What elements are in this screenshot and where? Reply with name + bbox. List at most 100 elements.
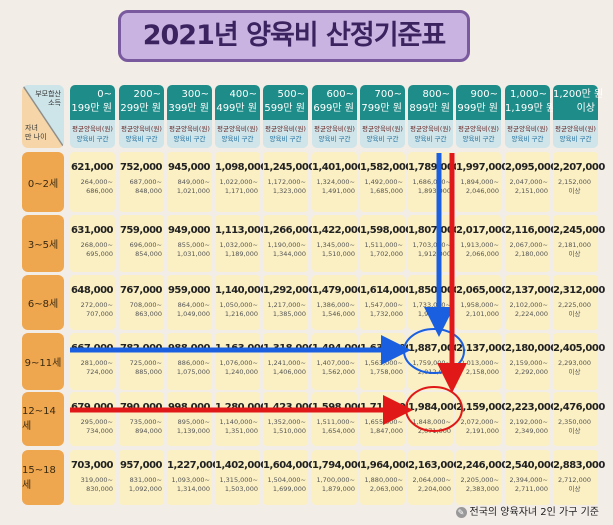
- column-subheader: 평균양육비(원) 양육비 구간: [263, 120, 308, 148]
- range-max: 이상: [568, 250, 581, 258]
- average-cost: 2,017,000: [456, 225, 508, 236]
- column-header: 400~ 499만 원: [215, 85, 260, 120]
- range-min: 1,172,000~: [267, 178, 306, 186]
- average-cost: 1,789,000: [408, 162, 460, 173]
- table-cell: 2,223,000 2,192,000~ 2,349,000: [505, 392, 557, 446]
- range-max: 2,711,000: [514, 485, 548, 493]
- average-cost: 1,422,000: [312, 225, 364, 236]
- range-min: 849,000~: [177, 178, 210, 186]
- cost-range: 1,511,000~ 1,702,000: [360, 241, 403, 259]
- range-max: 2,151,000: [514, 187, 548, 195]
- range-min: 1,032,000~: [219, 241, 258, 249]
- average-cost: 2,159,000: [456, 402, 508, 413]
- table-cell: 752,000 687,000~ 848,000: [119, 152, 164, 212]
- average-cost: 1,997,000: [456, 162, 508, 173]
- red-highlight-circle: [405, 386, 463, 432]
- cost-range: 2,152,000 이상: [553, 178, 596, 196]
- average-cost: 1,479,000: [312, 285, 364, 296]
- cost-range: 319,000~ 830,000: [70, 476, 113, 494]
- column-subheader: 평균양육비(원) 양육비 구간: [408, 120, 453, 148]
- table-cell: 767,000 708,000~ 863,000: [119, 275, 164, 330]
- range-max: 1,092,000: [128, 485, 162, 493]
- table-cell: 949,000 855,000~ 1,031,000: [167, 215, 212, 272]
- cost-range: 1,032,000~ 1,189,000: [215, 241, 258, 259]
- column-subheader: 평균양육비(원) 양육비 구간: [167, 120, 212, 148]
- table-cell: 2,017,000 1,913,000~ 2,066,000: [456, 215, 508, 272]
- avg-cost-label: 평균양육비(원): [458, 125, 499, 133]
- cost-range: 2,205,000~ 2,383,000: [456, 476, 499, 494]
- range-max: 2,383,000: [465, 485, 499, 493]
- range-min: 696,000~: [129, 241, 162, 249]
- range-max: 2,046,000: [465, 187, 499, 195]
- cost-range: 1,894,000~ 2,046,000: [456, 178, 499, 196]
- average-cost: 945,000: [167, 162, 211, 173]
- cost-range: 2,072,000~ 2,191,000: [456, 418, 499, 436]
- range-max: 1,344,000: [272, 250, 306, 258]
- cost-range: 1,315,000~ 1,503,000: [215, 476, 258, 494]
- cost-range-label: 양육비 구간: [366, 135, 399, 143]
- average-cost: 621,000: [70, 162, 114, 173]
- column-subheader: 평균양육비(원) 양육비 구간: [70, 120, 115, 148]
- range-min: 895,000~: [177, 418, 210, 426]
- table-cell: 1,422,000 1,345,000~ 1,510,000: [312, 215, 364, 272]
- cost-range: 687,000~ 848,000: [119, 178, 162, 196]
- table-cell: 2,540,000 2,394,000~ 2,711,000: [505, 450, 557, 505]
- table-cell: 1,789,000 1,686,000~ 1,893,000: [408, 152, 460, 212]
- table-cell: 1,098,000 1,022,000~ 1,171,000: [215, 152, 267, 212]
- table-cell: 2,405,000 2,293,000 이상: [553, 333, 605, 390]
- cost-range: 708,000~ 863,000: [119, 301, 162, 319]
- table-cell: 1,402,000 1,315,000~ 1,503,000: [215, 450, 267, 505]
- range-min: 725,000~: [129, 359, 162, 367]
- column-subheader: 평균양육비(원) 양육비 구간: [456, 120, 501, 148]
- table-cell: 2,095,000 2,047,000~ 2,151,000: [505, 152, 557, 212]
- cost-range: 1,511,000~ 1,654,000: [312, 418, 355, 436]
- average-cost: 1,850,000: [408, 285, 460, 296]
- range-max: 1,685,000: [369, 187, 403, 195]
- column-header: 200~ 299만 원: [119, 85, 164, 120]
- table-cell: 1,479,000 1,386,000~ 1,546,000: [312, 275, 364, 330]
- range-max: 1,171,000: [224, 187, 258, 195]
- average-cost: 1,807,000: [408, 225, 460, 236]
- cost-range: 2,394,000~ 2,711,000: [505, 476, 548, 494]
- average-cost: 1,245,000: [263, 162, 315, 173]
- cost-range-label: 양육비 구간: [76, 135, 109, 143]
- average-cost: 2,137,000: [505, 285, 557, 296]
- average-cost: 1,964,000: [360, 460, 412, 471]
- range-min: 1,386,000~: [316, 301, 355, 309]
- cost-range: 864,000~ 1,049,000: [167, 301, 210, 319]
- average-cost: 759,000: [119, 225, 163, 236]
- table-cell: 1,984,000 1,848,000~ 2,071,000: [408, 392, 460, 446]
- column-subheader: 평균양육비(원) 양육비 구간: [553, 120, 598, 148]
- range-min: 1,700,000~: [316, 476, 355, 484]
- column-header: 800~ 899만 원: [408, 85, 453, 120]
- average-cost: 2,095,000: [505, 162, 557, 173]
- cost-range: 2,712,000 이상: [553, 476, 596, 494]
- range-min: 1,352,000~: [267, 418, 306, 426]
- range-max: 1,893,000: [417, 187, 451, 195]
- avg-cost-label: 평균양육비(원): [410, 125, 451, 133]
- cost-range: 1,958,000~ 2,101,000: [456, 301, 499, 319]
- table-cell: 1,614,000 1,547,000~ 1,732,000: [360, 275, 412, 330]
- average-cost: 1,401,000: [312, 162, 364, 173]
- average-cost: 1,887,000: [408, 343, 460, 354]
- range-max: 1,314,000: [176, 485, 210, 493]
- table-corner-header: 부모합산 소득 자녀 만 나이: [22, 85, 64, 148]
- cost-range-label: 양육비 구간: [414, 135, 447, 143]
- range-min: 886,000~: [177, 359, 210, 367]
- range-min: 1,022,000~: [219, 178, 258, 186]
- range-min: 1,511,000~: [364, 241, 403, 249]
- range-min: 2,293,000: [557, 359, 592, 367]
- range-min: 2,192,000~: [509, 418, 548, 426]
- range-max: 2,204,000: [417, 485, 451, 493]
- cost-range: 895,000~ 1,139,000: [167, 418, 210, 436]
- cost-range: 2,225,000 이상: [553, 301, 596, 319]
- cost-range: 1,324,000~ 1,491,000: [312, 178, 355, 196]
- cost-range: 831,000~ 1,092,000: [119, 476, 162, 494]
- range-max: 이상: [568, 368, 581, 376]
- table-cell: 631,000 268,000~ 695,000: [70, 215, 115, 272]
- range-min: 1,913,000~: [460, 241, 499, 249]
- cost-range-label: 양육비 구간: [125, 135, 158, 143]
- cost-range-label: 양육비 구간: [511, 135, 544, 143]
- table-cell: 2,207,000 2,152,000 이상: [553, 152, 605, 212]
- range-max: 이상: [568, 187, 581, 195]
